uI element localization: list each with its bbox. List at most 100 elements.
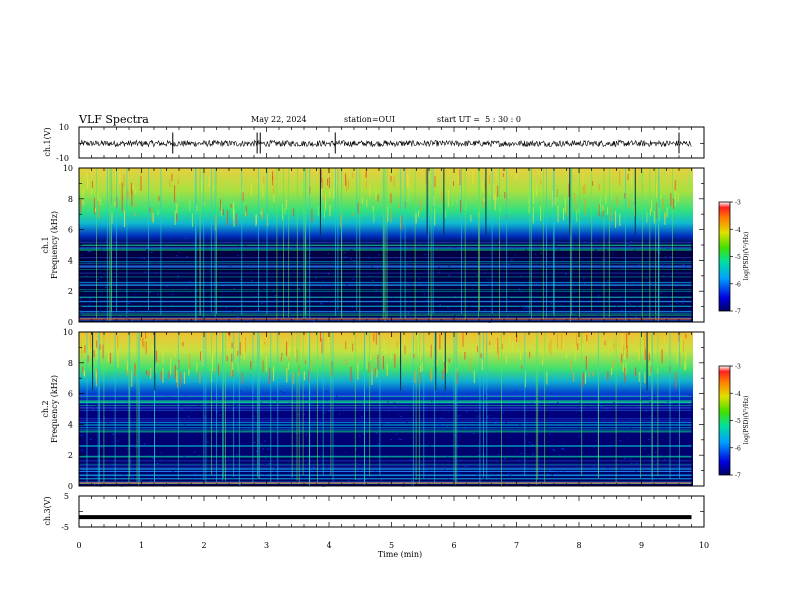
noise-speck bbox=[280, 307, 282, 309]
noise-speck bbox=[105, 459, 108, 461]
noise-speck bbox=[559, 430, 561, 432]
noise-speck bbox=[522, 390, 525, 392]
chart-title: VLF Spectra bbox=[79, 113, 149, 126]
noise-speck bbox=[111, 279, 113, 281]
time-tick-label: 3 bbox=[264, 541, 269, 550]
noise-speck bbox=[162, 245, 165, 247]
noise-speck bbox=[650, 282, 652, 284]
noise-speck bbox=[378, 438, 380, 440]
noise-speck bbox=[518, 288, 521, 290]
noise-speck bbox=[113, 473, 116, 475]
noise-speck bbox=[525, 249, 527, 251]
noise-speck bbox=[79, 314, 82, 316]
noise-speck bbox=[610, 283, 612, 285]
noise-speck bbox=[260, 402, 263, 404]
noise-speck bbox=[414, 474, 416, 476]
noise-speck bbox=[327, 273, 330, 275]
noise-speck bbox=[669, 304, 672, 306]
noise-speck bbox=[583, 241, 586, 243]
noise-speck bbox=[402, 248, 404, 250]
noise-speck bbox=[459, 460, 461, 462]
noise-speck bbox=[622, 258, 625, 260]
noise-speck bbox=[105, 286, 107, 288]
noise-speck bbox=[647, 454, 650, 455]
noise-speck bbox=[178, 464, 180, 466]
noise-speck bbox=[247, 319, 250, 321]
noise-speck bbox=[180, 405, 182, 407]
noise-speck bbox=[508, 263, 510, 265]
noise-speck bbox=[526, 307, 528, 309]
noise-speck bbox=[293, 269, 295, 271]
noise-speck bbox=[122, 431, 124, 433]
noise-speck bbox=[211, 413, 213, 415]
noise-speck bbox=[461, 236, 464, 238]
noise-speck bbox=[631, 419, 633, 421]
noise-speck bbox=[576, 314, 579, 315]
noise-speck bbox=[644, 396, 646, 398]
noise-speck bbox=[143, 443, 146, 445]
noise-speck bbox=[108, 457, 110, 459]
noise-speck bbox=[351, 307, 353, 308]
noise-speck bbox=[446, 470, 448, 472]
noise-speck bbox=[536, 282, 538, 284]
noise-speck bbox=[595, 240, 598, 242]
noise-speck bbox=[124, 483, 126, 485]
noise-speck bbox=[200, 309, 202, 311]
noise-speck bbox=[586, 319, 588, 321]
noise-speck bbox=[292, 238, 295, 240]
noise-speck bbox=[649, 396, 651, 397]
noise-speck bbox=[509, 474, 511, 476]
noise-speck bbox=[599, 239, 601, 241]
noise-speck bbox=[673, 307, 675, 309]
noise-speck bbox=[333, 243, 335, 245]
noise-speck bbox=[675, 432, 678, 434]
noise-speck bbox=[312, 466, 315, 468]
noise-speck bbox=[688, 395, 691, 396]
noise-speck bbox=[654, 452, 657, 453]
noise-speck bbox=[94, 407, 96, 409]
noise-speck bbox=[267, 448, 269, 450]
noise-speck bbox=[375, 432, 378, 434]
date-label: May 22, 2024 bbox=[251, 115, 307, 124]
noise-speck bbox=[81, 255, 83, 256]
noise-speck bbox=[157, 463, 159, 464]
noise-speck bbox=[93, 484, 96, 486]
noise-speck bbox=[669, 255, 672, 257]
noise-speck bbox=[92, 408, 94, 410]
noise-speck bbox=[385, 470, 387, 472]
noise-speck bbox=[101, 404, 103, 406]
noise-speck bbox=[248, 427, 250, 429]
noise-speck bbox=[350, 249, 352, 251]
noise-speck bbox=[562, 449, 565, 451]
noise-speck bbox=[131, 320, 133, 322]
noise-speck bbox=[562, 248, 565, 250]
noise-speck bbox=[146, 246, 148, 248]
noise-speck bbox=[199, 480, 201, 482]
noise-speck bbox=[607, 298, 610, 300]
noise-speck bbox=[388, 410, 390, 412]
noise-speck bbox=[550, 303, 552, 305]
noise-speck bbox=[653, 467, 655, 469]
noise-speck bbox=[656, 238, 658, 240]
noise-speck bbox=[375, 290, 377, 292]
noise-speck bbox=[616, 305, 618, 307]
noise-speck bbox=[141, 257, 144, 259]
noise-speck bbox=[192, 241, 194, 243]
noise-speck bbox=[496, 235, 498, 237]
noise-speck bbox=[346, 284, 348, 286]
noise-speck bbox=[244, 244, 247, 246]
noise-speck bbox=[514, 254, 516, 256]
noise-speck bbox=[410, 479, 412, 481]
noise-speck bbox=[351, 446, 353, 447]
noise-speck bbox=[140, 257, 143, 259]
noise-speck bbox=[686, 290, 688, 292]
noise-speck bbox=[593, 447, 595, 448]
noise-speck bbox=[486, 391, 489, 393]
noise-speck bbox=[305, 434, 307, 436]
noise-speck bbox=[289, 314, 291, 315]
noise-speck bbox=[484, 309, 487, 311]
noise-speck bbox=[347, 284, 349, 286]
noise-speck bbox=[283, 391, 285, 393]
noise-speck bbox=[447, 393, 450, 395]
noise-speck bbox=[320, 303, 323, 305]
